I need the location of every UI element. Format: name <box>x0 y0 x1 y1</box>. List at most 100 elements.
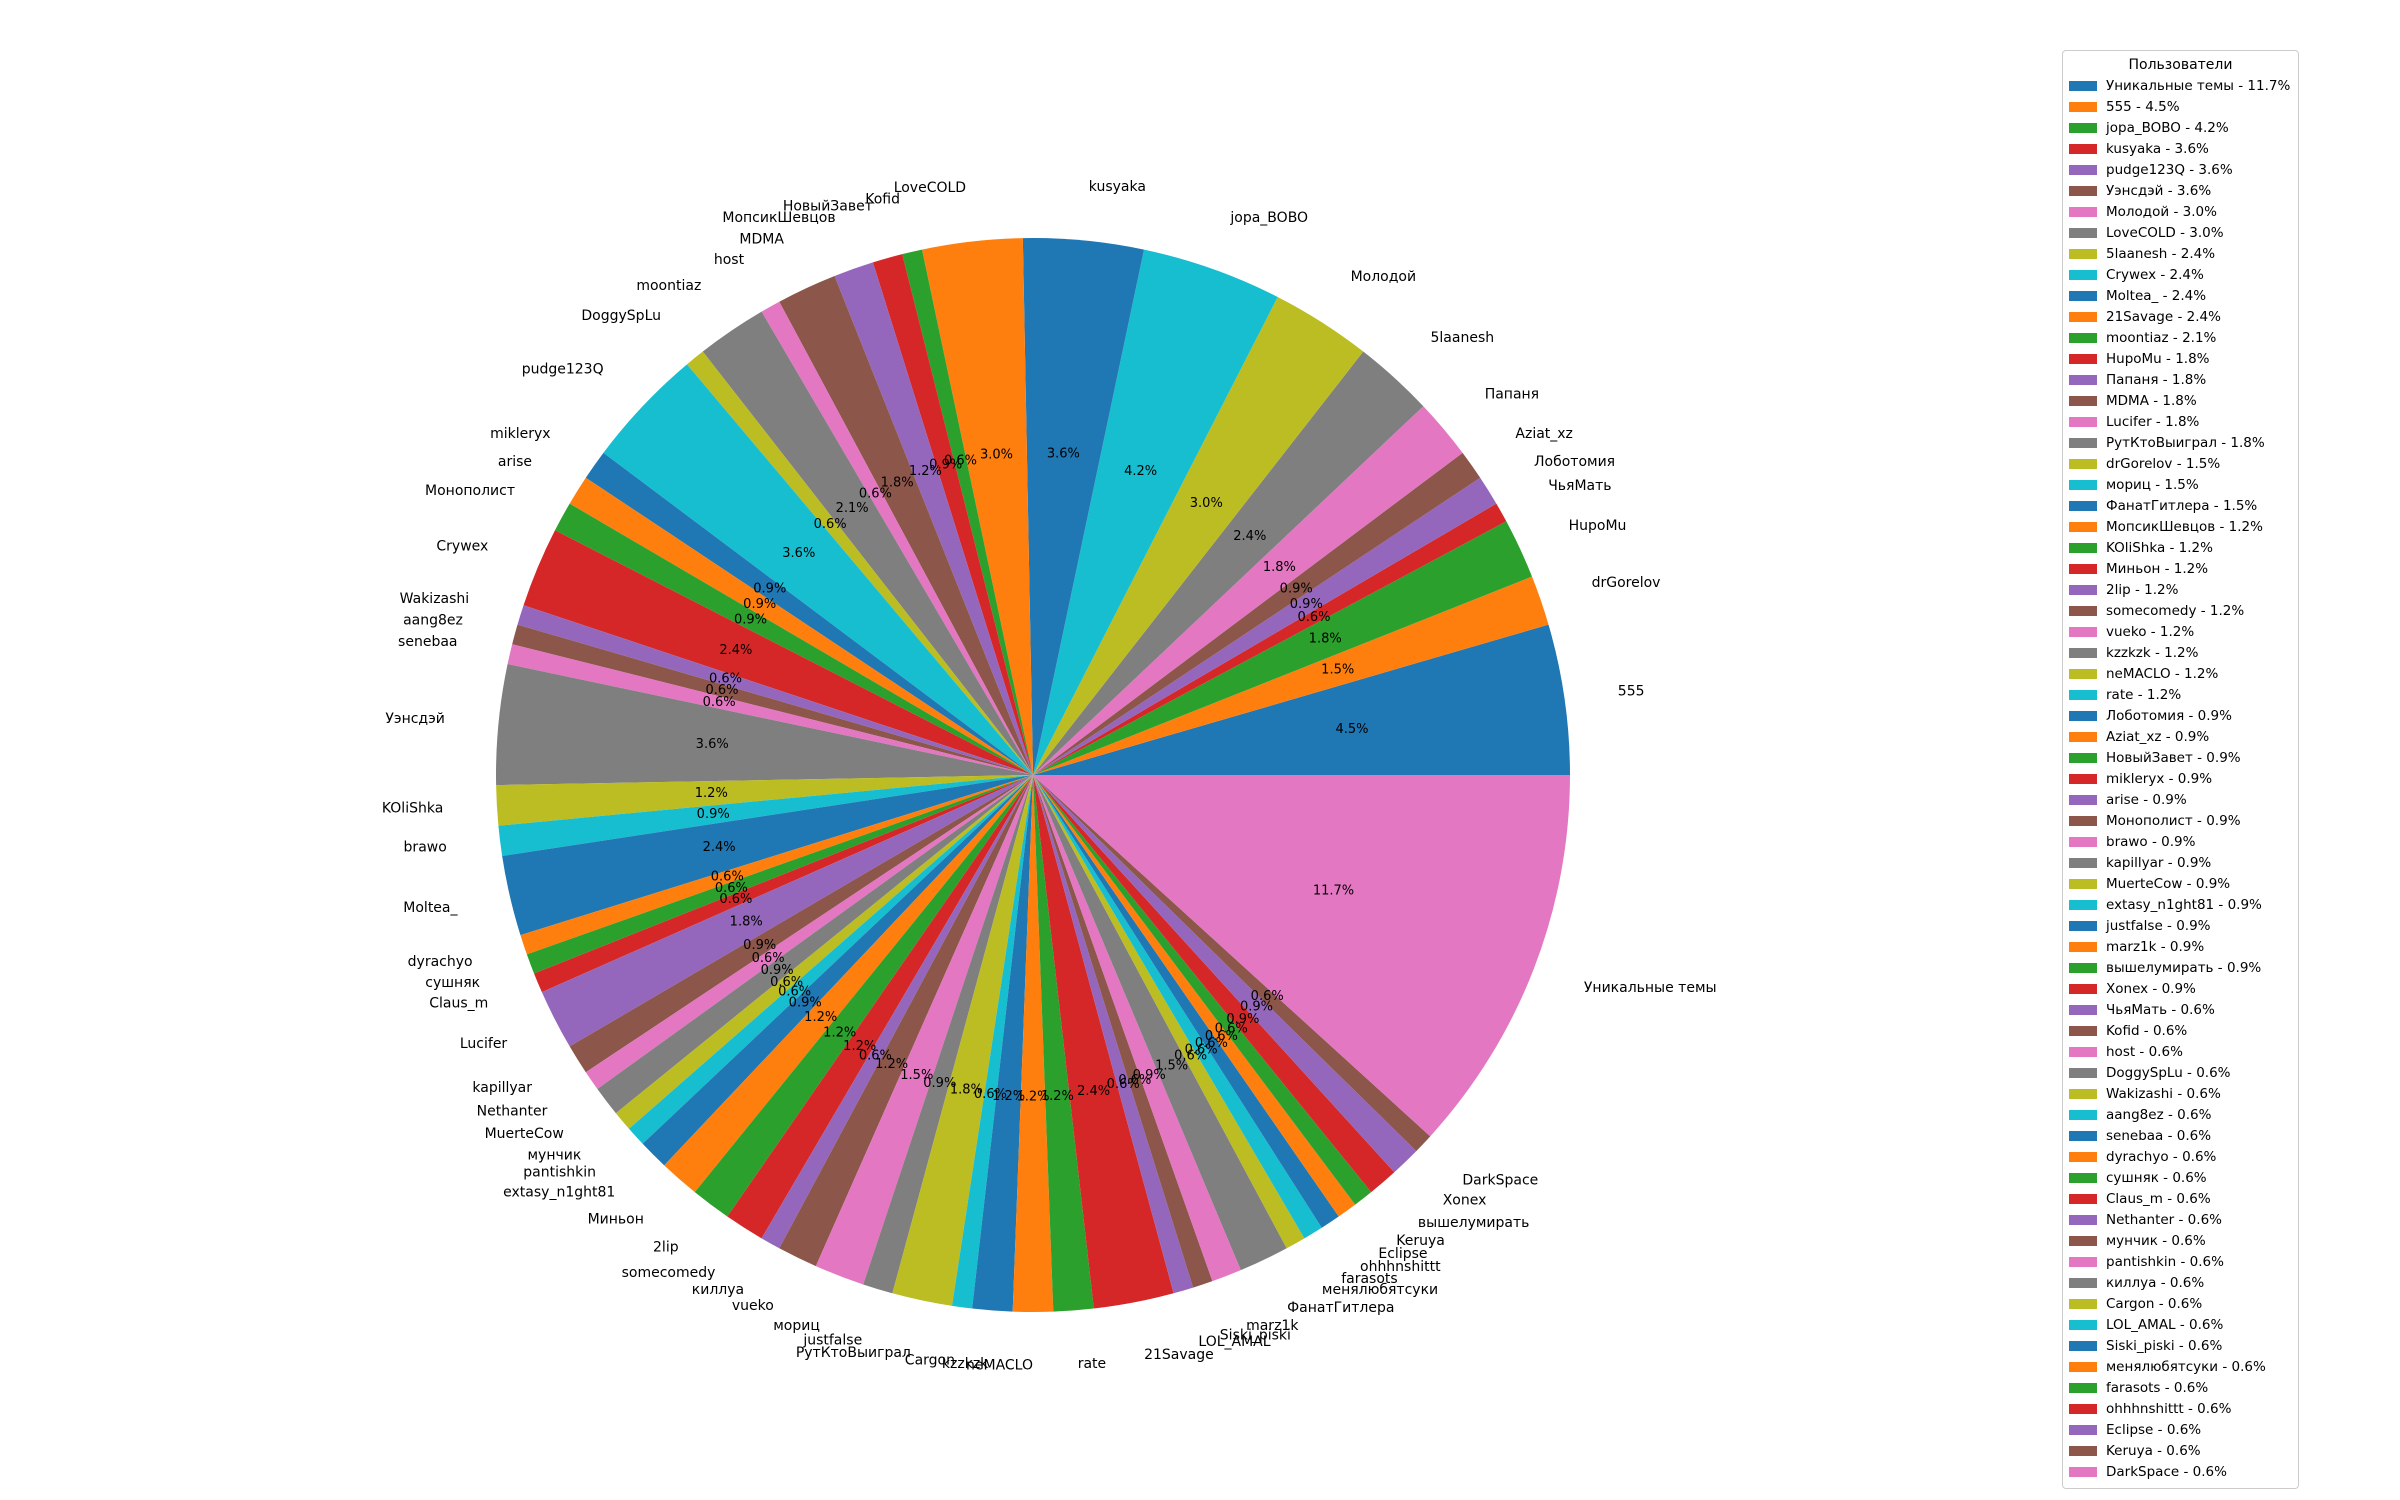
pie-slice <box>1033 406 1463 775</box>
legend-label: moontiaz - 2.1% <box>2106 329 2217 346</box>
legend-label: brawo - 0.9% <box>2106 833 2196 850</box>
pie-slice <box>642 775 1033 1166</box>
legend-swatch <box>2069 1340 2097 1351</box>
slice-label: LOL_AMAL <box>1198 1334 1270 1350</box>
legend-item: kzzkzk - 1.2% <box>2063 642 2298 663</box>
legend-item: НовыйЗавет - 0.9% <box>2063 747 2298 768</box>
pie-slice <box>597 775 1033 1114</box>
pie-slice <box>686 351 1033 775</box>
slice-percent-label: 0.6% <box>1205 1029 1238 1044</box>
slice-label: Монополист <box>425 483 515 499</box>
legend-swatch <box>2069 563 2097 574</box>
legend-item: Moltea_ - 2.4% <box>2063 285 2298 306</box>
pie-slice <box>1033 775 1213 1288</box>
slice-percent-label: 3.6% <box>782 546 815 561</box>
pie-slice <box>569 477 1033 775</box>
pie-slice <box>1033 775 1174 1309</box>
legend-swatch <box>2069 836 2097 847</box>
pie-slice <box>502 775 1033 936</box>
pie-slice <box>1033 775 1322 1239</box>
legend-label: justfalse - 0.9% <box>2106 917 2211 934</box>
slice-label: moontiaz <box>636 278 701 294</box>
legend-item: Монополист - 0.9% <box>2063 810 2298 831</box>
legend-swatch <box>2069 815 2097 826</box>
slice-label: 21Savage <box>1144 1347 1214 1363</box>
legend-item: DoggySpLu - 0.6% <box>2063 1062 2298 1083</box>
legend-label: Kofid - 0.6% <box>2106 1022 2188 1039</box>
slice-label: marz1k <box>1246 1318 1299 1334</box>
slice-percent-label: 0.9% <box>1240 1000 1273 1015</box>
legend-item: сушняк - 0.6% <box>2063 1167 2298 1188</box>
slice-label: pudge123Q <box>522 361 604 377</box>
slice-label: drGorelov <box>1592 575 1661 591</box>
legend-item: Cargon - 0.6% <box>2063 1293 2298 1314</box>
pie-slice <box>1033 296 1364 775</box>
pie-slice <box>972 775 1033 1312</box>
legend-label: вышелумирать - 0.9% <box>2106 959 2262 976</box>
pie-slice <box>694 775 1033 1217</box>
slice-label: мунчик <box>527 1148 581 1164</box>
slice-label: neMACLO <box>966 1358 1033 1374</box>
slice-label: kapillyar <box>472 1080 532 1096</box>
legend-swatch <box>2069 899 2097 910</box>
legend-item: somecomedy - 1.2% <box>2063 600 2298 621</box>
slice-label: Wakizashi <box>400 591 470 607</box>
legend: Пользователи Уникальные темы - 11.7% 555 … <box>2062 50 2299 1489</box>
slice-percent-label: 0.6% <box>1297 610 1330 625</box>
legend-label: Claus_m - 0.6% <box>2106 1190 2211 1207</box>
slice-percent-label: 0.6% <box>711 869 744 884</box>
slice-percent-label: 1.2% <box>804 1010 837 1025</box>
slice-percent-label: 0.6% <box>1195 1036 1228 1051</box>
legend-label: 5laanesh - 2.4% <box>2106 245 2216 262</box>
slice-percent-label: 3.0% <box>1190 496 1223 511</box>
legend-items: Уникальные темы - 11.7% 555 - 4.5% jopa_BO… <box>2063 75 2298 1482</box>
slice-percent-label: 3.0% <box>980 447 1013 462</box>
legend-item: pantishkin - 0.6% <box>2063 1251 2298 1272</box>
slice-label: Kofid <box>865 192 900 208</box>
slice-percent-label: 0.6% <box>1215 1022 1248 1037</box>
slice-label: host <box>714 252 745 268</box>
legend-swatch <box>2069 374 2097 385</box>
legend-label: MDMA - 1.8% <box>2106 392 2197 409</box>
legend-item: вышелумирать - 0.9% <box>2063 957 2298 978</box>
slice-percent-label: 0.6% <box>814 517 847 532</box>
pie-slice <box>523 530 1033 775</box>
legend-label: МопсикШевцов - 1.2% <box>2106 518 2263 535</box>
slice-percent-label: 1.5% <box>1155 1058 1188 1073</box>
legend-swatch <box>2069 878 2097 889</box>
legend-swatch <box>2069 857 2097 868</box>
slice-percent-label: 1.8% <box>1263 560 1296 575</box>
legend-label: Aziat_xz - 0.9% <box>2106 728 2210 745</box>
slice-percent-label: 0.9% <box>734 613 767 628</box>
legend-label: dyrachyo - 0.6% <box>2106 1148 2217 1165</box>
legend-label: 21Savage - 2.4% <box>2106 308 2221 325</box>
slice-label: Папаня <box>1485 386 1539 402</box>
legend-label: Лоботомия - 0.9% <box>2106 707 2232 724</box>
legend-item: LOL_AMAL - 0.6% <box>2063 1314 2298 1335</box>
slice-percent-label: 1.2% <box>843 1039 876 1054</box>
legend-item: dyrachyo - 0.6% <box>2063 1146 2298 1167</box>
legend-swatch <box>2069 395 2097 406</box>
slice-label: somecomedy <box>622 1265 716 1281</box>
legend-swatch <box>2069 500 2097 511</box>
legend-swatch <box>2069 1319 2097 1330</box>
legend-label: менялюбятсуки - 0.6% <box>2106 1358 2266 1375</box>
slice-label: Lucifer <box>460 1036 508 1052</box>
legend-item: kapillyar - 0.9% <box>2063 852 2298 873</box>
pie-slice <box>526 775 1033 974</box>
slice-label: Миньон <box>588 1211 644 1227</box>
legend-label: мориц - 1.5% <box>2106 476 2199 493</box>
slice-label: Aziat_xz <box>1515 426 1573 442</box>
slice-percent-label: 4.2% <box>1124 464 1157 479</box>
legend-item: pudge123Q - 3.6% <box>2063 159 2298 180</box>
legend-swatch <box>2069 1004 2097 1015</box>
pie-slice <box>761 775 1033 1249</box>
legend-swatch <box>2069 1235 2097 1246</box>
legend-label: ЧьяМать - 0.6% <box>2106 1001 2215 1018</box>
pie-slice <box>615 775 1033 1129</box>
legend-label: Папаня - 1.8% <box>2106 371 2207 388</box>
pie-slice <box>1033 775 1241 1282</box>
slice-percent-label: 1.2% <box>1016 1090 1049 1105</box>
legend-swatch <box>2069 437 2097 448</box>
pie-slice <box>863 775 1033 1294</box>
